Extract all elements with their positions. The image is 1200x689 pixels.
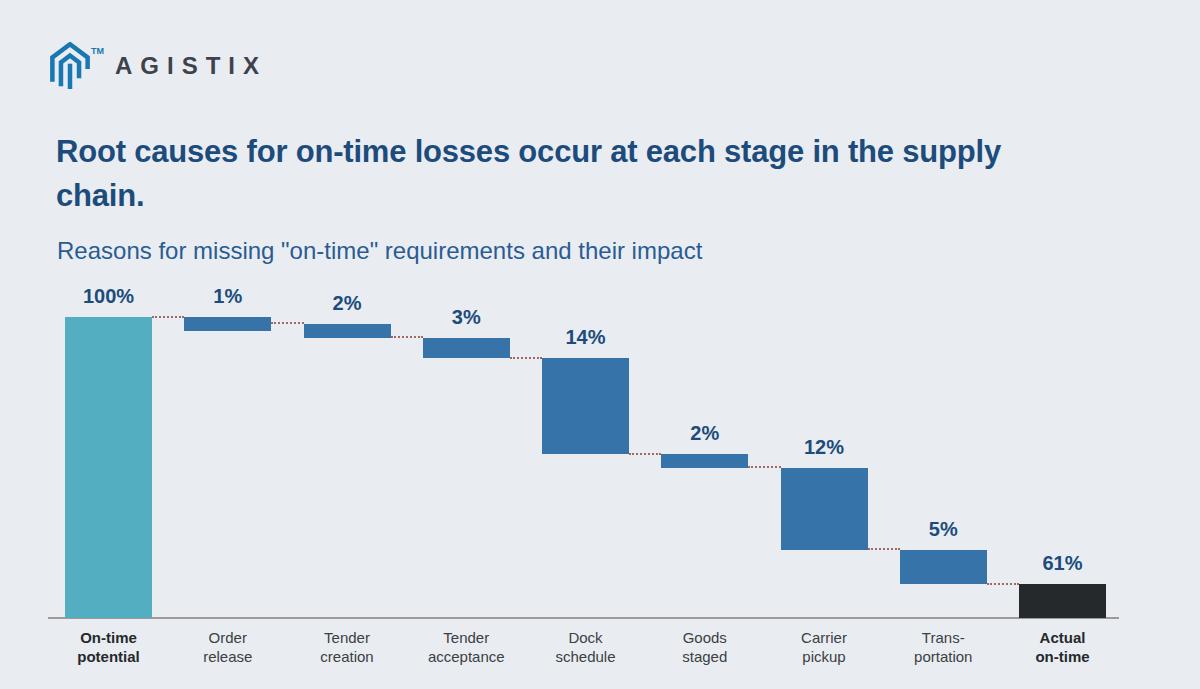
category-label-trans-portation: Trans-portation xyxy=(882,628,1005,666)
value-label-tender-creation: 2% xyxy=(288,292,407,314)
bar-on-time-potential xyxy=(65,317,152,618)
category-label-goods-staged: Goodsstaged xyxy=(643,628,766,666)
logo: TM AGISTIX xyxy=(50,42,267,89)
bar-tender-creation xyxy=(304,324,391,338)
connector-line xyxy=(868,548,900,550)
connector-line xyxy=(629,453,661,455)
category-label-actual-on-time: Actualon-time xyxy=(1001,628,1124,666)
connector-line xyxy=(748,466,780,468)
connector-line xyxy=(391,336,423,338)
bar-carrier-pickup xyxy=(781,468,868,550)
x-axis-line xyxy=(48,617,1119,619)
value-label-trans-portation: 5% xyxy=(884,518,1003,540)
brand-wordmark: AGISTIX xyxy=(115,52,267,80)
bar-trans-portation xyxy=(900,550,987,584)
value-label-dock-schedule: 14% xyxy=(526,326,645,348)
bar-actual-on-time xyxy=(1019,584,1106,618)
value-label-tender-acceptance: 3% xyxy=(407,306,526,328)
trademark-symbol: TM xyxy=(91,46,104,56)
category-label-on-time-potential: On-timepotential xyxy=(47,628,170,666)
category-label-tender-acceptance: Tenderacceptance xyxy=(405,628,528,666)
value-label-order-release: 1% xyxy=(168,285,287,307)
infographic-page: TM AGISTIX Root causes for on-time losse… xyxy=(0,0,1200,689)
connector-line xyxy=(510,357,542,359)
agistix-house-icon xyxy=(50,42,90,89)
bar-dock-schedule xyxy=(542,358,629,454)
connector-line xyxy=(152,316,184,318)
bar-order-release xyxy=(184,317,271,331)
connector-line xyxy=(271,322,303,324)
category-label-carrier-pickup: Carrierpickup xyxy=(763,628,886,666)
value-label-carrier-pickup: 12% xyxy=(765,436,884,458)
value-label-on-time-potential: 100% xyxy=(49,285,168,307)
page-subtitle: Reasons for missing "on-time" requiremen… xyxy=(57,236,1057,266)
value-label-goods-staged: 2% xyxy=(645,422,764,444)
value-label-actual-on-time: 61% xyxy=(1003,552,1122,574)
bar-tender-acceptance xyxy=(423,338,510,359)
connector-line xyxy=(987,583,1019,585)
category-label-dock-schedule: Dockschedule xyxy=(524,628,647,666)
category-label-order-release: Orderrelease xyxy=(166,628,289,666)
bar-goods-staged xyxy=(661,454,748,468)
page-title: Root causes for on-time losses occur at … xyxy=(56,130,1091,218)
category-label-tender-creation: Tendercreation xyxy=(286,628,409,666)
